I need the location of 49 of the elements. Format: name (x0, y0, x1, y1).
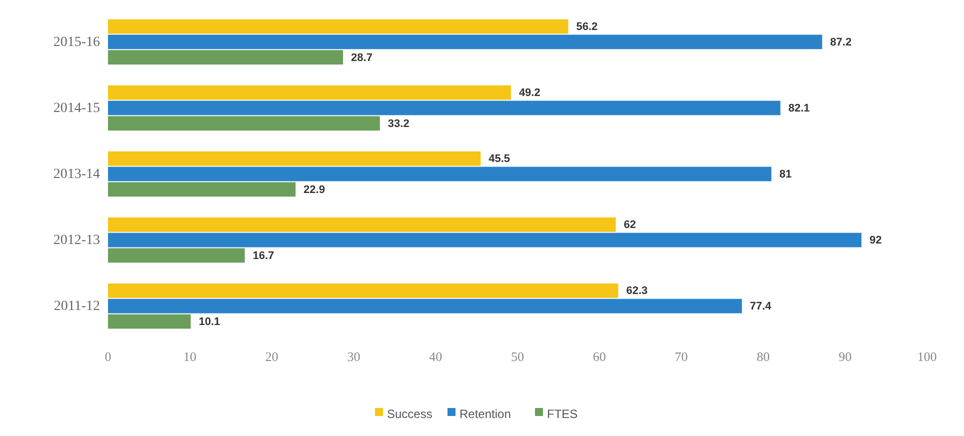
data-label: 28.7 (351, 52, 372, 64)
legend-label: Success (387, 407, 432, 421)
x-tick-label: 0 (104, 349, 112, 364)
bar (108, 166, 772, 182)
data-label: 22.9 (304, 184, 325, 196)
x-tick-label: 10 (183, 349, 196, 364)
bar (108, 34, 822, 50)
x-tick-label: 90 (838, 349, 852, 364)
data-label: 56.2 (576, 21, 598, 34)
bar (108, 151, 481, 166)
data-label: 81 (779, 168, 792, 180)
data-label: 33.2 (388, 118, 410, 130)
bar (108, 116, 380, 131)
bar (108, 298, 742, 314)
x-tick-label: 50 (511, 349, 524, 364)
bar (108, 182, 296, 197)
bar (108, 85, 511, 100)
x-tick-label: 40 (429, 349, 442, 364)
data-label: 92 (869, 234, 882, 247)
x-tick-label: 60 (592, 349, 606, 364)
legend-label: FTES (547, 407, 578, 421)
x-tick-label: 20 (265, 349, 278, 364)
data-label: 62 (624, 219, 636, 232)
x-tick-label: 80 (756, 349, 770, 364)
bar (108, 314, 191, 329)
data-label: 10.1 (198, 316, 220, 328)
data-label: 87.2 (830, 36, 852, 48)
data-label: 16.7 (252, 250, 274, 262)
y-tick-label: 2011-12 (54, 299, 100, 314)
data-label: 62.3 (626, 285, 648, 298)
bar (108, 19, 568, 34)
bar (108, 283, 618, 298)
bar (108, 232, 862, 248)
y-tick-label: 2014-15 (53, 100, 100, 116)
bar (108, 100, 780, 116)
y-tick-label: 2012-13 (53, 233, 100, 248)
y-tick-label: 2013-14 (53, 167, 100, 182)
legend-label: Retention (460, 407, 511, 421)
x-tick-label: 30 (347, 349, 360, 364)
y-tick-label: 2015-16 (53, 34, 100, 50)
bar (108, 248, 245, 263)
data-label: 45.5 (488, 153, 510, 166)
data-label: 82.1 (788, 102, 810, 114)
x-tick-label: 70 (674, 349, 688, 364)
bar (108, 217, 616, 232)
bar (108, 50, 344, 65)
data-label: 49.2 (518, 87, 540, 100)
data-label: 77.4 (750, 300, 772, 313)
x-tick-label: 100 (917, 349, 937, 364)
